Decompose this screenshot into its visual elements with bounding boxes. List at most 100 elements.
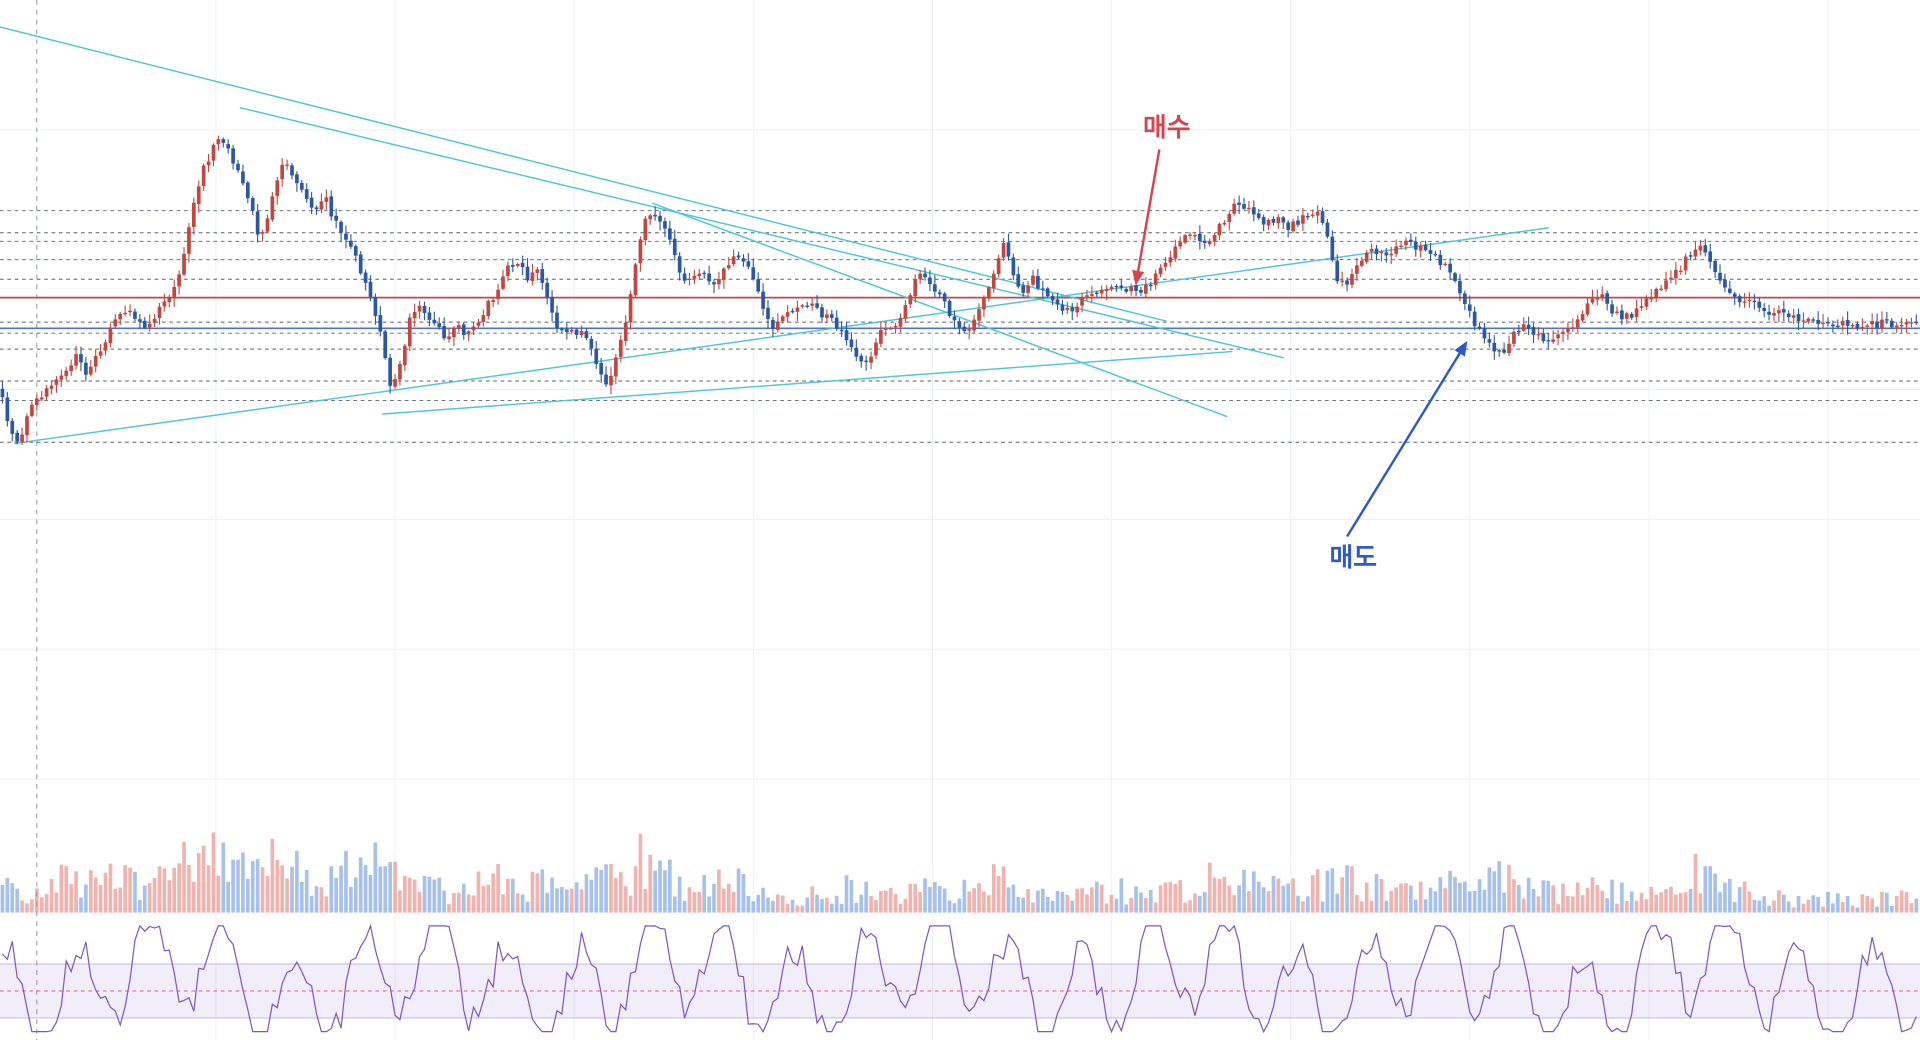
candle-body (167, 298, 172, 303)
candle-body (1463, 293, 1467, 304)
volume-bar (1649, 886, 1654, 913)
candle-body (393, 379, 397, 387)
candle-body (1865, 325, 1870, 327)
volume-bar (869, 896, 873, 913)
volume-bar (648, 854, 653, 913)
volume-bar (1251, 871, 1256, 913)
candle-body (1477, 326, 1482, 329)
candle-body (726, 265, 731, 269)
volume-bar (1723, 882, 1727, 913)
candle-body (226, 144, 231, 149)
candle-body (1521, 324, 1526, 331)
volume-bar (422, 875, 427, 913)
volume-bar (530, 871, 535, 913)
candle-body (903, 305, 908, 319)
volume-bar (84, 884, 88, 913)
candle-body (1045, 288, 1050, 297)
volume-bar (741, 874, 746, 913)
volume-bar (358, 857, 363, 913)
candle-body (1767, 311, 1771, 315)
candle-body (5, 397, 10, 422)
candle-body (663, 221, 667, 229)
price-level-lines[interactable] (0, 210, 1920, 443)
volume-bar (74, 871, 78, 913)
candle-body (785, 312, 790, 317)
volume-bar (34, 888, 39, 913)
volume-bar (653, 870, 657, 913)
trendline[interactable] (0, 26, 1167, 322)
candle-body (790, 311, 795, 313)
volume-bar (1207, 862, 1212, 913)
candle-body (309, 197, 314, 208)
volume-bar (785, 903, 790, 913)
candle-body (515, 263, 520, 266)
trendline[interactable] (239, 107, 1285, 359)
volume-bar (1301, 901, 1305, 913)
candle-body (618, 339, 623, 357)
candle-body (44, 388, 49, 397)
sell-annotation-label[interactable]: 매도 (1330, 543, 1377, 572)
volume-bar (1472, 890, 1477, 913)
candle-body (982, 298, 986, 310)
candle-body (1580, 314, 1585, 321)
volume-bar (1521, 898, 1526, 913)
volume-bar (1693, 854, 1698, 913)
volume-bar (1011, 884, 1016, 913)
candle-body (731, 256, 736, 265)
candle-body (1104, 288, 1109, 292)
volume-bar (1595, 884, 1600, 913)
candle-body (1301, 215, 1305, 224)
candle-body (1718, 272, 1722, 281)
volume-bar (49, 878, 54, 913)
buy-arrow-icon[interactable] (1132, 149, 1161, 286)
volume-bar (1708, 866, 1713, 913)
volume-bar (496, 863, 500, 913)
candle-body (1669, 277, 1673, 280)
candle-body (1291, 221, 1295, 232)
candle-body (510, 264, 515, 267)
volume-bar (25, 903, 29, 913)
volume-bar (388, 862, 392, 913)
volume-bar (815, 894, 819, 913)
volume-bar (761, 887, 765, 913)
volume-bar (162, 868, 167, 913)
buy-annotation-label[interactable]: 매수 (1143, 113, 1190, 142)
candle-body (108, 327, 113, 344)
volume-bar (707, 896, 711, 913)
candle-body (1090, 293, 1094, 296)
candle-body (1762, 307, 1767, 312)
volume-bar (304, 869, 309, 913)
sell-arrow-icon[interactable] (1346, 340, 1468, 538)
volume-bar (1904, 892, 1909, 913)
candle-body (1855, 323, 1860, 329)
candle-body (304, 189, 309, 199)
volume-bar (535, 873, 540, 913)
volume-bar (1139, 892, 1143, 913)
candle-body (599, 363, 603, 375)
candle-body (1575, 319, 1580, 328)
candle-body (1723, 279, 1727, 288)
volume-bar (618, 872, 623, 913)
candle-body (928, 277, 932, 285)
candle-body (623, 322, 628, 342)
trendline[interactable] (13, 227, 1550, 445)
volume-bar (1806, 899, 1811, 913)
candle-body (682, 273, 687, 281)
volume-bar (15, 888, 20, 913)
candle-body (0, 388, 5, 398)
candle-body (1453, 273, 1457, 282)
trendline[interactable] (651, 202, 1228, 418)
volume-bar (1703, 866, 1708, 913)
trendline[interactable] (382, 350, 1233, 415)
candle-body (1786, 313, 1791, 318)
volume-bar (231, 859, 235, 913)
candle-body (888, 327, 893, 330)
trendlines-layer[interactable] (0, 26, 1550, 445)
candle-body (825, 314, 829, 319)
volume-bar (1364, 882, 1369, 913)
candle-body (1011, 257, 1016, 276)
volume-bar (403, 875, 407, 913)
candle-body (1889, 320, 1894, 328)
volume-bar (1001, 866, 1006, 913)
